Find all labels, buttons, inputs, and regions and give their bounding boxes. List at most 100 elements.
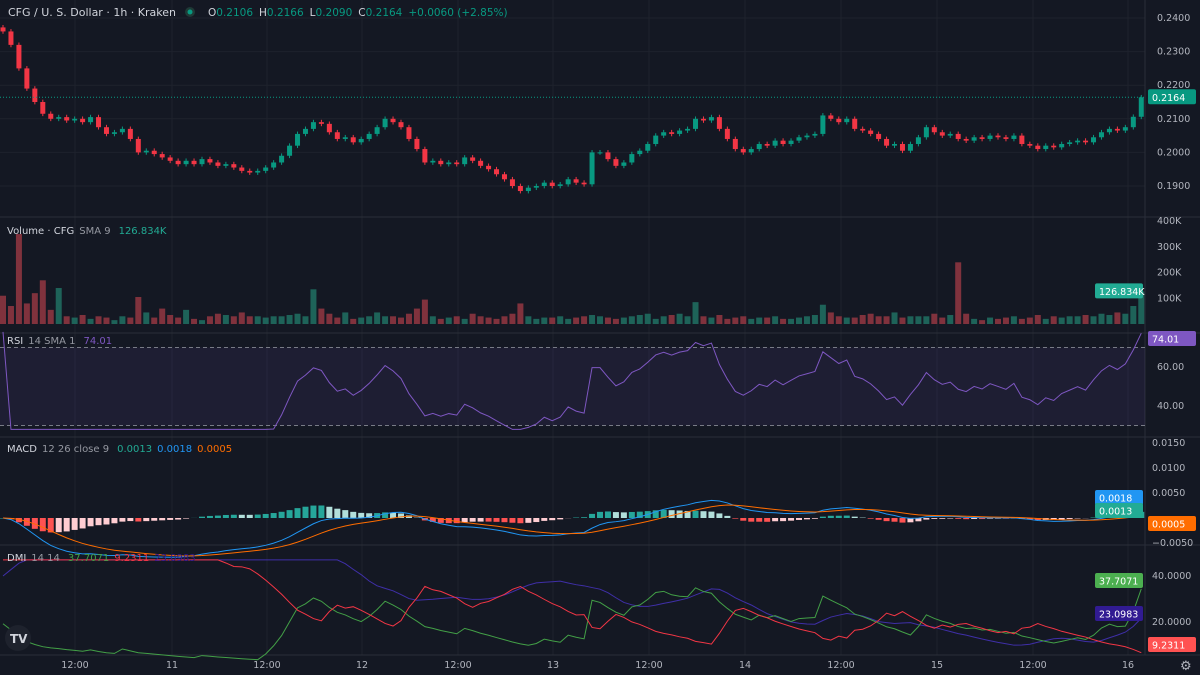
time-axis[interactable]: 12:00 11 12:00 12 12:00 13 12:00 14 12:00 15 12:00… — [61, 660, 1134, 671]
macd-histogram-bar — [127, 518, 134, 522]
candle-body — [271, 162, 277, 168]
macd-histogram-bar — [183, 518, 190, 519]
candle-body — [812, 133, 818, 136]
macd-histogram-bar — [437, 518, 444, 523]
last-price-label-bg — [1148, 89, 1196, 105]
candle-body — [637, 150, 643, 155]
tradingview-logo[interactable]: TV — [5, 625, 31, 651]
candle-body — [414, 138, 420, 150]
adx-label: 23.0983 — [1099, 610, 1138, 621]
volume-legend[interactable]: Volume · CFG SMA 9 126.834K — [7, 226, 167, 237]
volume-bar — [374, 312, 381, 324]
volume-bar — [238, 312, 245, 324]
dmi-legend[interactable]: DMI 14 14 37.7071 9.2311 23.0983 — [7, 553, 196, 564]
candle-body — [915, 137, 921, 144]
volume-bar — [1074, 316, 1081, 324]
adx-label-bg — [1095, 606, 1143, 621]
volume-bar — [1138, 291, 1145, 324]
candle-body — [183, 160, 189, 165]
macd-histogram-bar — [1066, 518, 1073, 519]
macd-histogram-bar — [628, 511, 635, 518]
candle-body — [509, 179, 515, 186]
time-tick: 12:00 — [253, 660, 280, 671]
macd-histogram-bar — [891, 518, 898, 522]
rsi-legend[interactable]: RSI 14 SMA 1 74.01 — [7, 336, 112, 347]
macd-histogram-bar — [47, 518, 54, 533]
volume-bar — [819, 304, 826, 324]
volume-bar — [740, 316, 747, 324]
candle-body — [326, 123, 332, 133]
volume-bar — [1098, 313, 1105, 324]
time-tick: 16 — [1122, 660, 1134, 671]
volume-bar — [803, 316, 810, 324]
candle-body — [517, 186, 523, 192]
volume-bar — [1042, 318, 1049, 324]
candle-body — [191, 160, 197, 165]
candle-body — [374, 127, 380, 134]
volume-bar — [318, 308, 325, 324]
settings-gear-icon[interactable]: ⚙ — [1180, 659, 1192, 674]
macd-histogram-bar — [246, 514, 253, 518]
macd-histogram-bar — [461, 518, 468, 523]
macd-histogram-bar — [899, 518, 906, 523]
macd-histogram-bar — [867, 518, 874, 519]
volume-bar — [390, 316, 397, 324]
candle-body — [533, 186, 539, 188]
symbol-title[interactable]: CFG / U. S. Dollar · 1h · Kraken — [8, 6, 176, 19]
macd-histogram-bar — [931, 518, 938, 519]
rsi-line — [2, 331, 1142, 430]
macd-histogram-bar — [835, 515, 842, 518]
macd-histogram-bar — [676, 510, 683, 518]
macd-legend[interactable]: MACD 12 26 close 9 0.0013 0.0018 0.0005 — [7, 444, 232, 455]
candle-body — [207, 159, 213, 163]
macd-histogram-bar — [947, 518, 954, 519]
macd-histogram-bar — [366, 513, 373, 518]
macd-histogram-bar — [103, 518, 110, 525]
macd-histogram-bar — [907, 518, 914, 523]
candle-body — [597, 152, 603, 154]
macd-histogram-bar — [1058, 518, 1065, 520]
volume-bar — [47, 309, 54, 324]
macd-histogram-bar — [453, 518, 460, 524]
volume-bar — [310, 289, 317, 324]
rsi-value-label: 74.01 — [1152, 335, 1179, 346]
macd-histogram-bar — [262, 513, 269, 518]
macd-histogram-bar — [159, 518, 166, 521]
candle-body — [549, 182, 555, 186]
candle-body — [1051, 145, 1057, 148]
candle-body — [1075, 140, 1081, 143]
volume-bar — [382, 316, 389, 324]
volume-bar — [748, 318, 755, 324]
macd-histogram-bar — [525, 518, 532, 523]
volume-bar — [780, 318, 787, 324]
candle-body — [693, 118, 699, 129]
candle-body — [1059, 144, 1065, 148]
candle-body — [255, 170, 261, 173]
volume-bar — [461, 318, 468, 324]
time-tick: 12 — [356, 660, 368, 671]
macd-histogram-bar — [652, 510, 659, 518]
time-tick: 12:00 — [444, 660, 471, 671]
macd-histogram-bar — [748, 518, 755, 522]
candle-body — [669, 132, 675, 134]
macd-histogram-bar — [557, 518, 564, 520]
macd-histogram-bar — [302, 506, 309, 518]
volume-bar — [1026, 317, 1033, 324]
volume-bar — [429, 316, 436, 324]
candle-body — [263, 167, 269, 171]
volume-bar — [692, 302, 699, 324]
macd-histogram-bar — [398, 513, 404, 518]
candle-body — [231, 164, 237, 168]
macd-histogram-bar — [55, 518, 62, 533]
macd-histogram-bar — [851, 516, 858, 518]
volume-bar — [724, 318, 731, 324]
plus-di-line — [2, 587, 1142, 661]
candle-body — [167, 157, 173, 161]
macd-histogram-bar — [405, 515, 412, 518]
candle-body — [446, 162, 452, 165]
candle-body — [955, 133, 961, 139]
ohlc-legend: O0.2106 H0.2166 L0.2090 C0.2164 +0.0060 (+2.… — [208, 7, 508, 19]
macd-histogram-bar — [620, 512, 627, 518]
candle-body — [1138, 97, 1144, 117]
